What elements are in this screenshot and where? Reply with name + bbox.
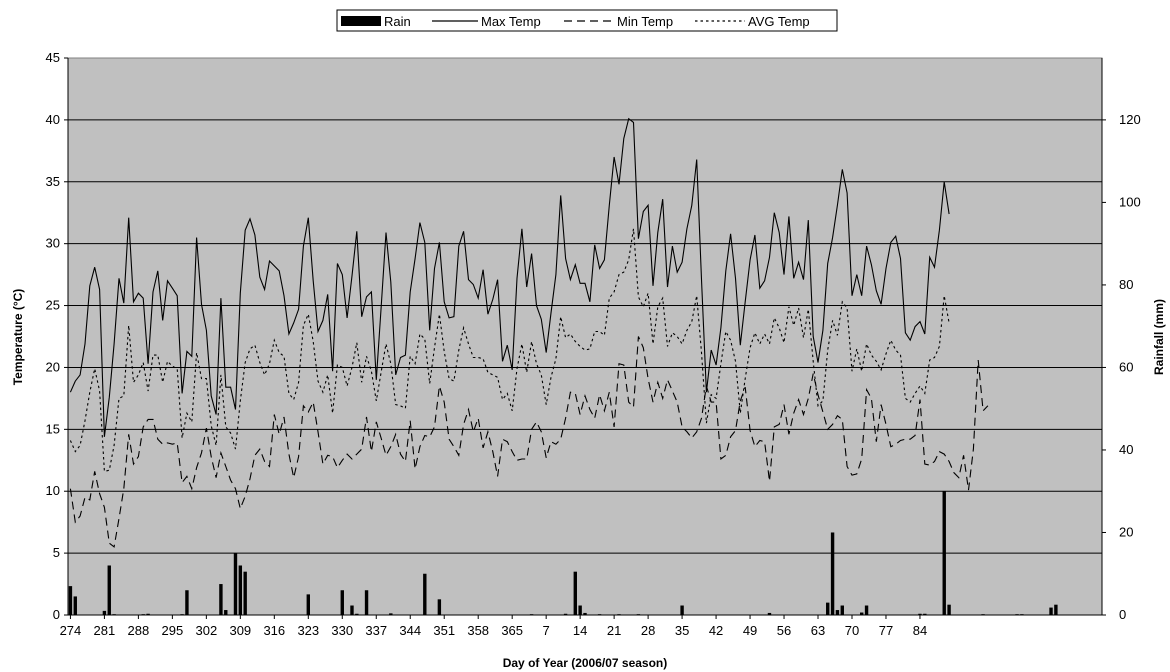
x-tick-label: 56 (777, 623, 791, 638)
x-tick-label: 351 (433, 623, 455, 638)
rain-bar (860, 612, 864, 615)
legend-box (336, 9, 838, 32)
x-tick-label: 63 (811, 623, 825, 638)
left-tick-label: 10 (46, 483, 60, 498)
x-tick-label: 316 (263, 623, 285, 638)
right-tick-label: 80 (1119, 277, 1133, 292)
rain-bar (224, 610, 228, 615)
x-tick-label: 21 (607, 623, 621, 638)
legend-label: Min Temp (617, 14, 673, 29)
rain-bar (68, 586, 73, 615)
x-tick-label: 7 (543, 623, 550, 638)
x-tick-label: 28 (641, 623, 655, 638)
rain-bar (243, 571, 247, 615)
x-tick-label: 84 (913, 623, 927, 638)
rain-bar (146, 613, 150, 615)
max-temp-line (69, 117, 950, 437)
x-tick-label: 330 (331, 623, 353, 638)
x-tick-label: 49 (743, 623, 757, 638)
x-axis: 274 281 288 295 302 309 316 323 330 337 344 351 358 3… (60, 614, 1102, 638)
left-axis: 0 5 10 15 20 25 30 35 40 45 (46, 50, 69, 622)
x-tick-label: 295 (162, 623, 184, 638)
x-tick-label: 77 (879, 623, 893, 638)
x-tick-label: 274 (60, 623, 82, 638)
x-axis-label: Day of Year (2006/07 season) (503, 656, 668, 670)
right-tick-label: 0 (1119, 607, 1126, 622)
x-tick-label: 35 (675, 623, 689, 638)
x-tick-label: 42 (709, 623, 723, 638)
rain-bar (1049, 607, 1053, 615)
rain-bar (767, 612, 772, 615)
left-tick-label: 15 (46, 421, 60, 436)
x-tick-label: 309 (229, 623, 251, 638)
rain-bar (185, 590, 189, 615)
rain-bar (340, 590, 344, 615)
x-tick-label: 344 (399, 623, 421, 638)
x-tick-label: 302 (196, 623, 218, 638)
x-tick-label: 288 (128, 623, 150, 638)
left-tick-label: 35 (46, 174, 60, 189)
plot-area (67, 57, 1103, 616)
rain-bar (350, 605, 354, 615)
x-tick-label: 281 (94, 623, 116, 638)
x-tick-label: 323 (297, 623, 319, 638)
left-tick-label: 0 (53, 607, 60, 622)
rain-bar (364, 590, 369, 615)
rain-bar (355, 613, 359, 615)
rain-bar (573, 571, 577, 615)
left-tick-label: 20 (46, 359, 60, 374)
right-tick-label: 20 (1119, 524, 1133, 539)
legend-label: Max Temp (481, 14, 541, 29)
rain-bar (923, 613, 927, 615)
legend-rain-swatch (341, 16, 381, 26)
y-axis-left-label: Temperature (°C) (11, 289, 25, 386)
rain-bar (864, 605, 869, 615)
right-axis: 0 20 40 60 80 100 120 (1101, 58, 1141, 622)
legend-label: Rain (384, 14, 411, 29)
rain-bar (423, 573, 427, 615)
rain-bar (102, 610, 107, 615)
rain-bar (233, 553, 238, 615)
right-tick-label: 60 (1119, 359, 1133, 374)
rain-bar (826, 602, 830, 615)
temperature-series (69, 117, 989, 548)
legend: Rain Max Temp Min Temp AVG Temp (336, 9, 838, 32)
legend-label: AVG Temp (748, 14, 810, 29)
right-tick-label: 100 (1119, 194, 1141, 209)
rain-bar (583, 612, 587, 615)
x-tick-label: 70 (845, 623, 859, 638)
rain-bar (830, 532, 835, 615)
rain-series (68, 491, 1058, 615)
rain-bar (840, 605, 844, 615)
x-tick-label: 358 (467, 623, 489, 638)
left-tick-label: 5 (53, 545, 60, 560)
rain-bar (942, 491, 946, 615)
right-tick-label: 120 (1119, 112, 1141, 127)
left-tick-label: 30 (46, 236, 60, 251)
right-tick-label: 40 (1119, 442, 1133, 457)
rain-bar (1054, 604, 1058, 615)
rain-bar (918, 613, 922, 615)
left-tick-label: 25 (46, 298, 60, 313)
y-axis-right-label: Rainfall (mm) (1152, 299, 1166, 375)
rain-bar (835, 610, 840, 615)
rain-bar (306, 594, 310, 615)
x-tick-label: 365 (501, 623, 523, 638)
x-tick-label: 14 (573, 623, 587, 638)
rain-bar (680, 605, 684, 615)
left-tick-label: 40 (46, 112, 60, 127)
left-tick-label: 45 (46, 50, 60, 65)
rain-bar (578, 605, 582, 615)
rain-bar (947, 604, 951, 615)
rain-bar (389, 613, 393, 615)
rain-bar (107, 565, 111, 615)
rain-bar (437, 599, 442, 615)
rain-bar (219, 584, 223, 615)
rain-bar (563, 613, 568, 615)
rain-bar (73, 596, 77, 615)
x-tick-label: 337 (365, 623, 387, 638)
rain-bar (238, 565, 243, 615)
